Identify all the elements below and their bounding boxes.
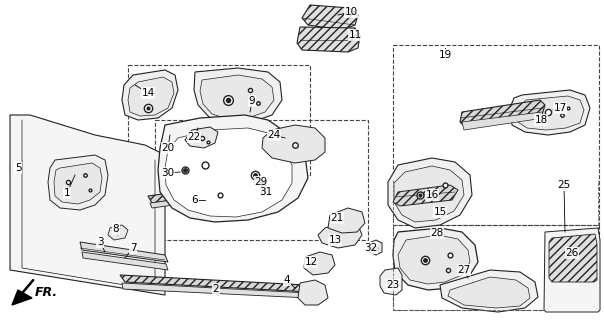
Text: 32: 32 (364, 243, 378, 253)
Polygon shape (48, 155, 108, 210)
Polygon shape (460, 100, 545, 127)
Polygon shape (380, 268, 402, 295)
Text: 6: 6 (191, 195, 198, 205)
Polygon shape (302, 5, 358, 30)
Text: 11: 11 (349, 30, 362, 40)
Text: 5: 5 (14, 163, 21, 173)
Bar (393, 45, 599, 225)
Text: 4: 4 (284, 275, 291, 285)
Polygon shape (448, 277, 530, 308)
Text: 7: 7 (130, 243, 137, 253)
Text: FR.: FR. (35, 285, 58, 299)
Text: 23: 23 (387, 280, 400, 290)
Text: 26: 26 (565, 248, 579, 258)
Text: 3: 3 (97, 237, 103, 247)
Polygon shape (194, 68, 282, 123)
Polygon shape (304, 252, 335, 275)
Polygon shape (318, 222, 362, 248)
Polygon shape (158, 115, 308, 222)
Bar (128, 65, 310, 175)
Text: 25: 25 (557, 180, 571, 190)
Polygon shape (148, 180, 268, 203)
Bar (393, 225, 599, 310)
Polygon shape (262, 125, 325, 163)
Text: 22: 22 (187, 132, 201, 142)
Polygon shape (462, 112, 544, 130)
Text: 12: 12 (304, 257, 318, 267)
Text: 31: 31 (259, 187, 272, 197)
Polygon shape (548, 242, 595, 272)
Text: 10: 10 (344, 7, 358, 17)
Polygon shape (10, 115, 165, 295)
Bar (155, 120, 368, 240)
Polygon shape (297, 27, 360, 52)
Polygon shape (128, 77, 174, 116)
Text: 15: 15 (434, 207, 446, 217)
Text: 8: 8 (113, 224, 120, 234)
Polygon shape (200, 75, 274, 119)
Text: 14: 14 (141, 88, 155, 98)
Polygon shape (510, 90, 590, 135)
Text: 16: 16 (425, 190, 439, 200)
Polygon shape (165, 128, 292, 217)
Text: 21: 21 (330, 213, 344, 223)
Text: 13: 13 (329, 235, 342, 245)
Text: 30: 30 (161, 168, 175, 178)
Polygon shape (388, 158, 472, 228)
Polygon shape (108, 225, 128, 240)
Polygon shape (122, 283, 309, 298)
Polygon shape (393, 228, 478, 290)
Text: 2: 2 (213, 284, 219, 294)
Polygon shape (369, 240, 382, 255)
Polygon shape (185, 127, 218, 148)
Polygon shape (516, 96, 584, 130)
Polygon shape (398, 235, 470, 284)
Text: 9: 9 (249, 96, 255, 106)
Text: 17: 17 (553, 103, 567, 113)
Text: 27: 27 (457, 265, 471, 275)
Text: 24: 24 (268, 130, 281, 140)
Polygon shape (298, 280, 328, 305)
Polygon shape (549, 234, 597, 282)
Polygon shape (82, 252, 168, 270)
Text: 18: 18 (535, 115, 548, 125)
Text: 19: 19 (439, 50, 452, 60)
Polygon shape (394, 166, 464, 222)
Text: 20: 20 (161, 143, 175, 153)
Text: 29: 29 (254, 177, 268, 187)
Text: 28: 28 (431, 228, 443, 238)
Polygon shape (544, 228, 600, 312)
Polygon shape (122, 70, 178, 120)
Polygon shape (440, 270, 538, 312)
Polygon shape (12, 290, 32, 305)
Polygon shape (393, 185, 458, 206)
Text: 1: 1 (63, 188, 70, 198)
Polygon shape (80, 242, 168, 262)
Polygon shape (120, 275, 310, 292)
Polygon shape (54, 163, 102, 204)
Polygon shape (328, 208, 365, 233)
Polygon shape (150, 187, 268, 208)
